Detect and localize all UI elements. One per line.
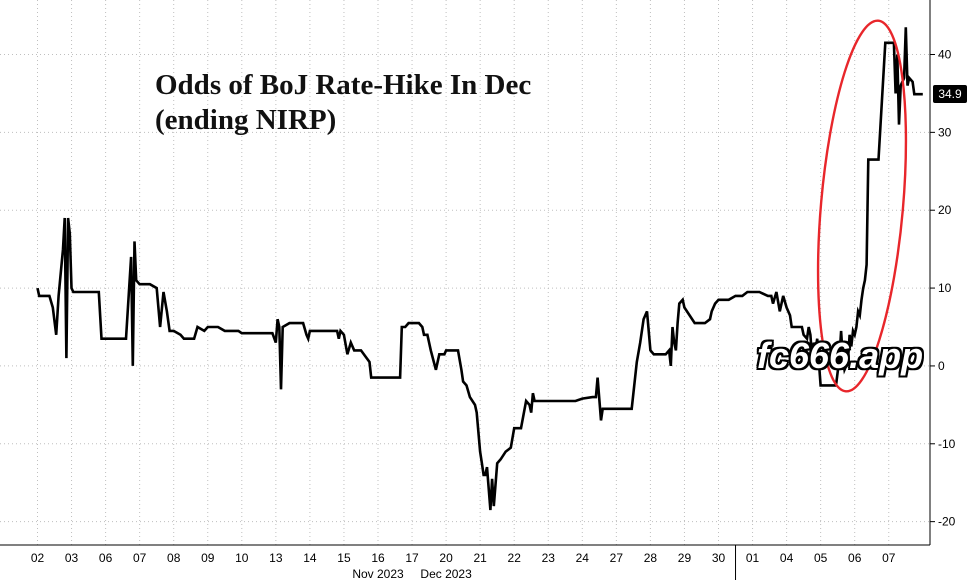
series-line: [36, 27, 923, 511]
grid-lines: [0, 0, 930, 545]
x-tick-label: 07: [882, 551, 896, 565]
y-tick-label: -10: [938, 437, 956, 451]
x-tick-label: 28: [644, 551, 658, 565]
x-tick-label: 20: [439, 551, 453, 565]
chart-title-line-1: Odds of BoJ Rate-Hike In Dec: [155, 69, 532, 101]
x-tick-label: 29: [678, 551, 692, 565]
x-tick-label: 24: [576, 551, 590, 565]
x-tick-label: 01: [746, 551, 760, 565]
x-tick-label: 10: [235, 551, 249, 565]
x-tick-label: 27: [610, 551, 624, 565]
x-tick-label: 02: [31, 551, 45, 565]
axes: [0, 0, 935, 580]
x-tick-label: 13: [269, 551, 283, 565]
x-tick-label: 06: [99, 551, 113, 565]
x-tick-label: 30: [712, 551, 726, 565]
x-tick-label: 05: [814, 551, 828, 565]
y-tick-label: 0: [938, 359, 945, 373]
x-tick-label: 03: [65, 551, 79, 565]
x-tick-label: 21: [473, 551, 487, 565]
month-label: Nov 2023: [352, 567, 404, 580]
x-tick-label: 14: [303, 551, 317, 565]
x-tick-label: 09: [201, 551, 215, 565]
x-tick-label: 06: [848, 551, 862, 565]
chart-title: Odds of BoJ Rate-Hike In Dec (ending NIR…: [155, 68, 531, 138]
y-tick-label: 20: [938, 203, 952, 217]
x-tick-label: 07: [133, 551, 147, 565]
x-tick-label: 23: [542, 551, 556, 565]
x-tick-label: 04: [780, 551, 794, 565]
x-tick-label: 15: [337, 551, 351, 565]
month-label: Dec 2023: [420, 567, 472, 580]
highlight-ellipse: [816, 19, 908, 393]
y-tick-label: 40: [938, 48, 952, 62]
chart-title-line-2: (ending NIRP): [155, 104, 337, 136]
y-tick-label: 10: [938, 281, 952, 295]
y-tick-label: 30: [938, 125, 952, 139]
y-tick-label: -20: [938, 515, 956, 529]
x-tick-label: 17: [405, 551, 419, 565]
x-tick-label: 22: [508, 551, 522, 565]
watermark: fc666.app: [757, 335, 924, 376]
x-tick-label: 08: [167, 551, 181, 565]
last-value-badge: 34.9: [933, 85, 967, 104]
x-tick-label: 16: [371, 551, 385, 565]
